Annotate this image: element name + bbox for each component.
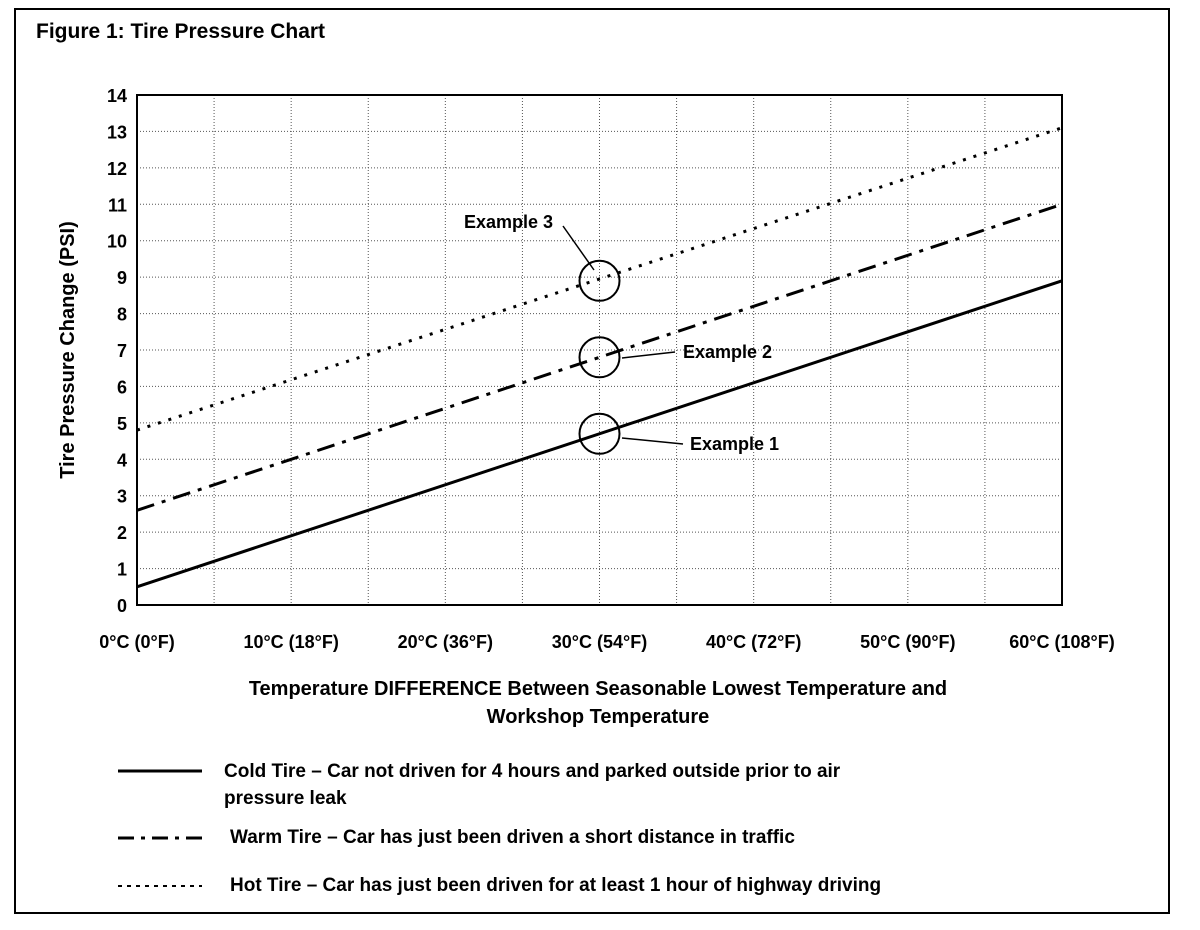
x-axis-label-line-1: Temperature DIFFERENCE Between Seasonabl…: [249, 678, 947, 700]
x-tick-label: 10°C (18°F): [243, 632, 338, 652]
y-tick-label: 1: [117, 560, 127, 580]
chart-grid: [137, 95, 1062, 605]
y-tick-label: 12: [107, 159, 127, 179]
legend-entry-cold-tire: Cold Tire – Car not driven for 4 hours a…: [224, 758, 840, 812]
y-tick-label: 10: [107, 232, 127, 252]
y-tick-label: 8: [117, 305, 127, 325]
example-label: Example 1: [690, 434, 779, 454]
example-leader-line: [621, 351, 676, 359]
y-tick-label: 5: [117, 414, 127, 434]
x-tick-label: 30°C (54°F): [552, 632, 647, 652]
figure-frame: [14, 8, 1170, 914]
series-line-warm-tire: [136, 202, 1063, 512]
example-leader-line: [562, 225, 595, 271]
y-tick-label: 3: [117, 487, 127, 507]
y-axis-label: Tire Pressure Change (PSI): [57, 221, 79, 479]
figure-title: Figure 1: Tire Pressure Chart: [36, 20, 326, 43]
y-tick-label: 7: [117, 341, 127, 361]
chart-series: [136, 126, 1063, 589]
legend-text-line: pressure leak: [224, 788, 347, 809]
y-tick-label: 6: [117, 377, 127, 397]
y-tick-label: 14: [107, 86, 127, 106]
example-marker-circle: [578, 336, 621, 379]
x-axis-label-line-2: Workshop Temperature: [487, 706, 710, 728]
y-tick-label: 11: [108, 195, 127, 215]
y-tick-label: 13: [107, 122, 127, 142]
example-leader-line: [621, 437, 684, 445]
chart-annotations: Example 1 Example 2 Example 3: [464, 212, 779, 455]
example-label: Example 3: [464, 212, 553, 232]
x-tick-label: 0°C (0°F): [99, 632, 174, 652]
x-tick-label: 60°C (108°F): [1009, 632, 1114, 652]
x-tick-labels: 0°C (0°F) 10°C (18°F) 20°C (36°F) 30°C (54°…: [99, 632, 1114, 652]
series-line-cold-tire: [136, 279, 1063, 589]
x-tick-label: 40°C (72°F): [706, 632, 801, 652]
legend-swatches: [118, 769, 202, 887]
example-label: Example 2: [683, 342, 772, 362]
x-tick-label: 20°C (36°F): [398, 632, 493, 652]
legend-text-line: Cold Tire – Car not driven for 4 hours a…: [224, 761, 841, 782]
legend-entry-hot-tire: Hot Tire – Car has just been driven for …: [230, 872, 881, 899]
y-tick-label: 2: [117, 523, 127, 543]
x-tick-label: 50°C (90°F): [860, 632, 955, 652]
example-marker-circle: [578, 259, 621, 302]
legend-text-line: Warm Tire – Car has just been driven a s…: [230, 827, 795, 848]
series-line-hot-tire: [136, 126, 1063, 432]
example-marker-circle: [578, 412, 621, 455]
y-tick-label: 0: [117, 596, 127, 616]
y-tick-label: 9: [117, 268, 127, 288]
legend-text-line: Hot Tire – Car has just been driven for …: [230, 875, 882, 896]
plot-area-border: [136, 94, 1063, 606]
y-tick-label: 4: [117, 450, 127, 470]
legend-entry-warm-tire: Warm Tire – Car has just been driven a s…: [230, 824, 795, 851]
